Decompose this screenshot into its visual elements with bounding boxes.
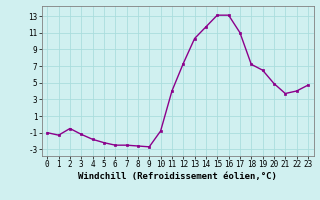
X-axis label: Windchill (Refroidissement éolien,°C): Windchill (Refroidissement éolien,°C) [78,172,277,181]
